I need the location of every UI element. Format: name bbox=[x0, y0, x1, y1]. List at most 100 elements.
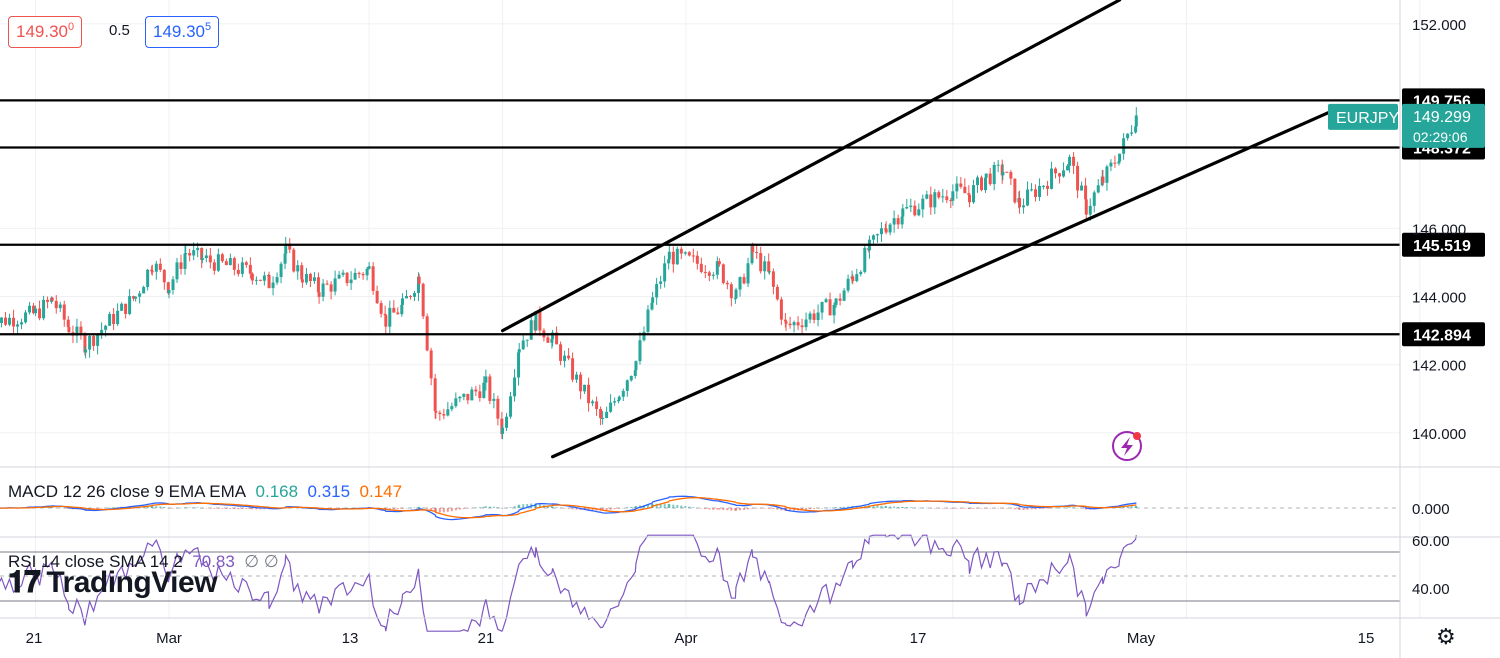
candle bbox=[800, 318, 804, 336]
macd-histogram-bar bbox=[245, 508, 248, 509]
candle bbox=[587, 377, 591, 412]
macd-histogram-bar bbox=[112, 507, 115, 508]
candle bbox=[228, 253, 232, 266]
candle bbox=[450, 402, 454, 412]
gear-icon[interactable]: ⚙ bbox=[1436, 624, 1456, 649]
macd-histogram-bar bbox=[937, 508, 940, 509]
macd-histogram-bar bbox=[346, 507, 349, 509]
candle bbox=[767, 253, 771, 274]
macd-histogram-bar bbox=[522, 504, 525, 508]
candle bbox=[913, 200, 917, 217]
candle bbox=[501, 424, 505, 440]
tradingview-logo: 𝟏𝟕 TradingView bbox=[8, 566, 218, 599]
trend-channel bbox=[500, 0, 1339, 459]
macd-histogram-bar bbox=[622, 507, 625, 509]
macd-histogram-bar bbox=[518, 504, 521, 508]
candle bbox=[838, 293, 842, 306]
candle bbox=[375, 285, 379, 304]
candle bbox=[284, 236, 288, 257]
macd-histogram-bar bbox=[59, 507, 62, 509]
candle bbox=[621, 388, 625, 401]
candle bbox=[605, 406, 609, 419]
candle bbox=[1101, 169, 1105, 186]
macd-histogram-bar bbox=[735, 508, 738, 511]
macd-histogram-bar bbox=[1122, 506, 1125, 508]
candle bbox=[917, 203, 921, 217]
ask-price-box[interactable]: 149.305 bbox=[145, 16, 220, 48]
macd-histogram-bar bbox=[1042, 508, 1045, 509]
macd-histogram-bar bbox=[155, 506, 158, 508]
macd-histogram-bar bbox=[413, 507, 416, 508]
candle bbox=[1062, 162, 1066, 178]
rsi-pane bbox=[0, 534, 1400, 632]
macd-histogram-bar bbox=[672, 504, 675, 508]
macd-histogram-bar bbox=[980, 508, 983, 509]
macd-histogram-bar bbox=[342, 507, 345, 509]
candle bbox=[563, 350, 567, 368]
macd-histogram-bar bbox=[913, 507, 916, 509]
macd-histogram-bar bbox=[1009, 508, 1012, 509]
candle bbox=[721, 263, 725, 285]
candle bbox=[792, 320, 796, 333]
macd-histogram-bar bbox=[104, 508, 107, 509]
macd-histogram-bar bbox=[997, 507, 1000, 509]
candle bbox=[75, 318, 79, 343]
candle bbox=[244, 260, 248, 268]
candle bbox=[816, 304, 820, 327]
candle bbox=[755, 245, 759, 259]
time-axis-label: 17 bbox=[910, 630, 927, 647]
candle bbox=[446, 401, 450, 417]
candle bbox=[567, 348, 571, 361]
macd-legend[interactable]: MACD 12 26 close 9 EMA EMA 0.168 0.315 0… bbox=[8, 482, 403, 501]
macd-histogram-bar bbox=[813, 508, 816, 509]
macd-histogram-bar bbox=[626, 507, 629, 508]
macd-histogram-bar bbox=[63, 508, 66, 509]
macd-histogram-bar bbox=[941, 508, 944, 509]
candle bbox=[345, 272, 349, 287]
candle bbox=[759, 246, 763, 274]
rsi-legend[interactable]: RSI 14 close SMA 14 2 70.83 ∅ ∅ bbox=[8, 552, 279, 571]
macd-histogram-bar bbox=[350, 507, 353, 509]
macd-histogram-bar bbox=[1076, 507, 1079, 509]
candle bbox=[601, 410, 605, 425]
macd-histogram-bar bbox=[772, 508, 775, 510]
candle bbox=[972, 179, 976, 204]
candle bbox=[900, 215, 904, 229]
candle bbox=[949, 197, 953, 209]
macd-histogram-bar bbox=[446, 508, 449, 512]
candle bbox=[804, 312, 808, 331]
candle bbox=[42, 295, 46, 321]
macd-histogram-bar bbox=[430, 508, 433, 511]
candle bbox=[442, 408, 446, 420]
candle bbox=[707, 270, 711, 282]
macd-histogram-bar bbox=[466, 508, 469, 509]
macd-histogram-bar bbox=[833, 507, 836, 508]
macd-histogram-bar bbox=[559, 507, 562, 509]
candle bbox=[482, 376, 486, 399]
candle bbox=[699, 257, 703, 274]
macd-histogram-bar bbox=[951, 508, 954, 509]
candle bbox=[683, 251, 687, 256]
macd-histogram-bar bbox=[668, 504, 671, 508]
macd-histogram-bar bbox=[1066, 507, 1069, 508]
candle bbox=[1026, 181, 1030, 207]
candle bbox=[392, 300, 396, 313]
candle bbox=[67, 320, 71, 334]
candle bbox=[901, 204, 905, 219]
macd-histogram-bar bbox=[96, 508, 99, 509]
candle bbox=[300, 271, 304, 288]
current-price-value: 149.299 bbox=[1413, 109, 1471, 126]
candle bbox=[767, 271, 771, 275]
candle bbox=[555, 326, 559, 345]
bid-price-box[interactable]: 149.300 bbox=[8, 16, 83, 48]
candle bbox=[454, 392, 458, 408]
macd-histogram-bar bbox=[959, 508, 962, 509]
candle bbox=[24, 310, 28, 324]
candle bbox=[1092, 190, 1096, 213]
macd-histogram-bar bbox=[1046, 508, 1049, 509]
time-axis-label: 15 bbox=[1358, 630, 1375, 647]
candle bbox=[124, 303, 128, 319]
candle bbox=[275, 272, 279, 285]
candle bbox=[851, 274, 855, 285]
